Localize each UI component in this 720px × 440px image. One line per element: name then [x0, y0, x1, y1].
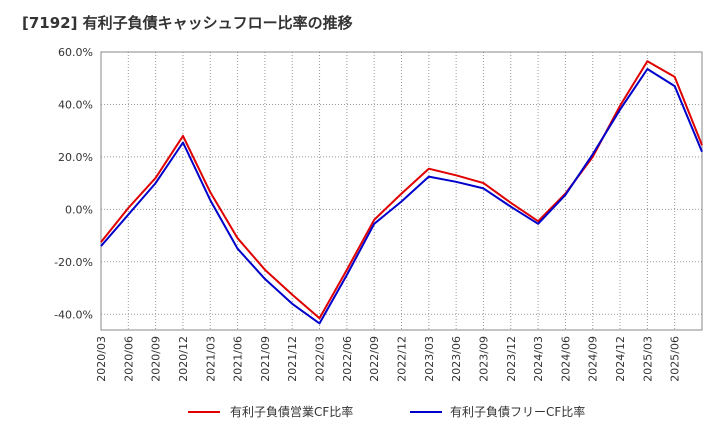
x-tick-label: 2023/09 — [477, 336, 490, 382]
x-tick-label: 2020/03 — [95, 336, 108, 382]
series-lines — [100, 60, 703, 325]
x-tick-label: 2025/03 — [641, 336, 654, 382]
y-tick-label: 20.0% — [58, 151, 93, 164]
series-line — [100, 68, 703, 325]
x-tick-label: 2020/09 — [150, 336, 163, 382]
y-tick-label: -40.0% — [54, 308, 93, 321]
x-tick-label: 2021/12 — [286, 336, 299, 382]
x-tick-label: 2022/03 — [314, 336, 327, 382]
x-tick-label: 2020/12 — [177, 336, 190, 382]
x-tick-label: 2024/06 — [559, 336, 572, 382]
y-axis-ticks: 60.0% 40.0% 20.0% 0.0% -20.0% -40.0% — [54, 46, 93, 321]
y-tick-label: 0.0% — [65, 203, 93, 216]
x-axis-ticks: 2020/03 2020/06 2020/09 2020/12 2021/03 2021/… — [95, 336, 682, 382]
plot-frame — [100, 51, 703, 331]
y-tick-label: -20.0% — [54, 256, 93, 269]
x-tick-label: 2025/06 — [669, 336, 682, 382]
x-tick-label: 2022/09 — [368, 336, 381, 382]
plot-border — [100, 51, 703, 331]
y-tick-label: 40.0% — [58, 98, 93, 111]
x-tick-label: 2023/06 — [450, 336, 463, 382]
x-tick-label: 2024/09 — [587, 336, 600, 382]
x-tick-label: 2021/06 — [232, 336, 245, 382]
x-tick-label: 2021/03 — [204, 336, 217, 382]
x-tick-label: 2022/06 — [341, 336, 354, 382]
x-tick-label: 2020/06 — [122, 336, 135, 382]
x-tick-label: 2023/12 — [505, 336, 518, 382]
x-tick-label: 2022/12 — [396, 336, 409, 382]
series-line — [100, 60, 703, 320]
legend-label: 有利子負債営業CF比率 — [230, 404, 353, 419]
y-tick-label: 60.0% — [58, 46, 93, 59]
x-tick-label: 2024/03 — [532, 336, 545, 382]
legend: 有利子負債営業CF比率 有利子負債フリーCF比率 — [188, 404, 585, 419]
chart-title: [7192] 有利子負債キャッシュフロー比率の推移 — [22, 14, 353, 32]
x-tick-label: 2023/03 — [423, 336, 436, 382]
grid — [101, 52, 702, 330]
x-tick-label: 2024/12 — [614, 336, 627, 382]
x-tick-label: 2021/09 — [259, 336, 272, 382]
legend-label: 有利子負債フリーCF比率 — [450, 404, 585, 419]
